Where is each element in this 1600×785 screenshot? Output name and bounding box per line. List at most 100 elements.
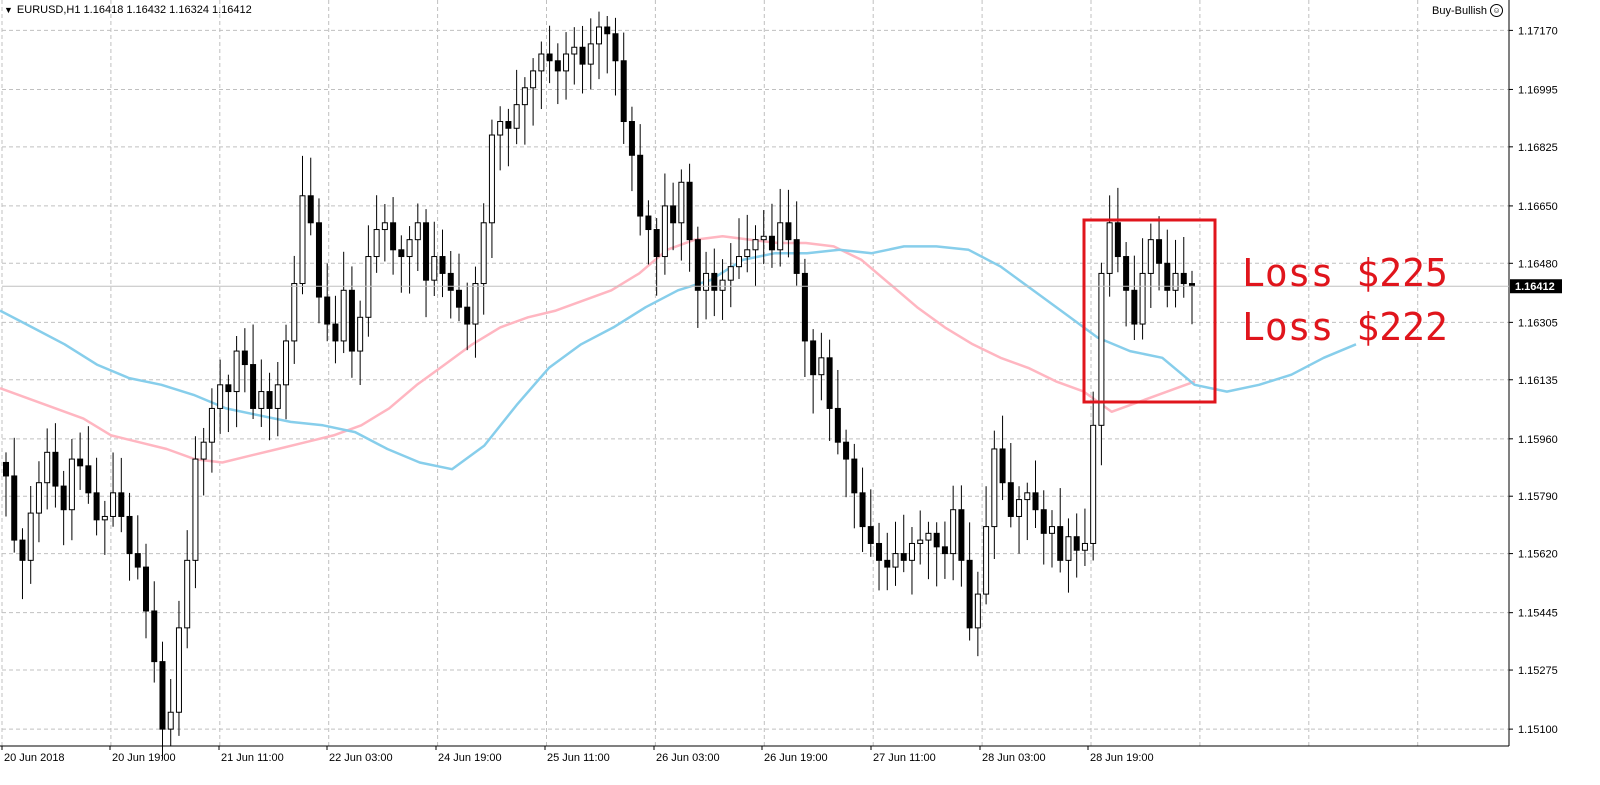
candle xyxy=(390,197,397,275)
candle-bull-body xyxy=(974,593,981,629)
candle-bear-body xyxy=(241,350,248,366)
candle xyxy=(703,251,710,320)
candle xyxy=(1098,262,1105,466)
candle xyxy=(307,157,314,236)
candle xyxy=(1189,270,1195,325)
ma-slow-line xyxy=(0,235,1196,464)
candle-bear-body xyxy=(398,249,405,258)
candle xyxy=(126,492,133,581)
candle xyxy=(851,443,858,529)
candle-bear-body xyxy=(315,222,322,298)
candle-bear-body xyxy=(390,222,397,251)
candle-bear-body xyxy=(250,364,257,409)
candle-bear-body xyxy=(867,526,874,544)
candle-bear-body xyxy=(637,154,644,217)
candle xyxy=(1065,518,1072,593)
candle xyxy=(637,124,644,236)
expert-advisor-label[interactable]: Buy-Bullish ☺ xyxy=(1432,4,1504,17)
candle-bull-body xyxy=(488,134,495,224)
candle-bear-body xyxy=(85,465,92,494)
candle xyxy=(431,221,438,297)
candle-bear-body xyxy=(958,509,965,561)
candle xyxy=(85,426,92,504)
candle-bull-body xyxy=(200,441,207,460)
y-tick-label: 1.15100 xyxy=(1518,724,1558,736)
candle-bull-body xyxy=(110,492,117,517)
candle xyxy=(1090,391,1097,561)
candle-bear-body xyxy=(941,546,948,555)
candle xyxy=(225,374,232,433)
candle-bull-body xyxy=(258,391,265,409)
candle-bear-body xyxy=(1114,222,1121,258)
candle-bear-body xyxy=(423,222,430,281)
candle-bull-body xyxy=(192,458,199,561)
candle xyxy=(1040,490,1047,565)
candle-bear-body xyxy=(554,60,561,72)
candle xyxy=(1180,236,1187,298)
candle-bull-body xyxy=(184,559,191,629)
candle xyxy=(777,188,784,267)
smiley-icon: ☺ xyxy=(1490,4,1504,17)
candle xyxy=(340,251,347,354)
x-tick-label: 28 Jun 19:00 xyxy=(1090,752,1154,764)
candle xyxy=(908,527,915,595)
candle-bear-body xyxy=(843,441,850,460)
candle-bear-body xyxy=(966,559,973,629)
candle-bull-body xyxy=(233,350,240,393)
candle xyxy=(793,201,800,286)
candle-bear-body xyxy=(151,610,158,663)
candle xyxy=(579,25,586,94)
candle xyxy=(999,415,1006,501)
x-tick-label: 28 Jun 03:00 xyxy=(982,752,1046,764)
candle xyxy=(834,369,841,455)
candle xyxy=(752,225,759,287)
candle-bear-body xyxy=(653,229,660,258)
candle xyxy=(200,427,207,496)
chart-header: ▼ EURUSD,H1 1.16418 1.16432 1.16324 1.16… xyxy=(4,4,252,16)
candle-bull-body xyxy=(703,272,710,291)
triangle-down-icon[interactable]: ▼ xyxy=(4,5,13,15)
candle xyxy=(694,226,701,328)
x-tick-label: 20 Jun 19:00 xyxy=(112,752,176,764)
candle-bull-body xyxy=(892,553,899,568)
candle xyxy=(19,528,26,600)
candle xyxy=(233,336,240,428)
candle-bull-body xyxy=(752,239,759,251)
candle xyxy=(678,169,685,261)
candle-bear-body xyxy=(1073,536,1080,551)
candle xyxy=(645,200,652,265)
candle-bull-body xyxy=(719,279,726,291)
candle-bull-body xyxy=(365,256,372,318)
candle xyxy=(143,543,150,639)
candle xyxy=(35,461,42,543)
candle-bear-body xyxy=(324,296,331,325)
candle-bull-body xyxy=(381,222,388,231)
candle-bear-body xyxy=(645,215,652,231)
candle-bear-body xyxy=(900,553,907,561)
candle-bull-body xyxy=(1139,272,1146,325)
candle-bear-body xyxy=(1032,492,1039,511)
candle-bear-body xyxy=(612,33,619,62)
y-tick-label: 1.15960 xyxy=(1518,434,1558,446)
y-tick-label: 1.15620 xyxy=(1518,549,1558,561)
candle-bear-body xyxy=(670,205,677,224)
candle-bear-body xyxy=(826,357,833,409)
candle-bull-body xyxy=(68,458,75,511)
candle xyxy=(464,282,471,351)
candle xyxy=(134,515,141,580)
candle-bull-body xyxy=(208,407,215,443)
candle-bull-body xyxy=(596,26,602,45)
candle xyxy=(192,436,199,589)
candle xyxy=(258,359,265,427)
candle xyxy=(497,106,504,171)
candle xyxy=(571,27,578,85)
candle-bull-body xyxy=(1016,499,1023,517)
candle xyxy=(867,489,874,557)
candle xyxy=(332,295,339,364)
candle xyxy=(299,155,306,295)
candle xyxy=(406,226,413,294)
candle-bull-body xyxy=(299,195,306,285)
candle-bull-body xyxy=(101,515,108,521)
candle xyxy=(159,641,166,760)
